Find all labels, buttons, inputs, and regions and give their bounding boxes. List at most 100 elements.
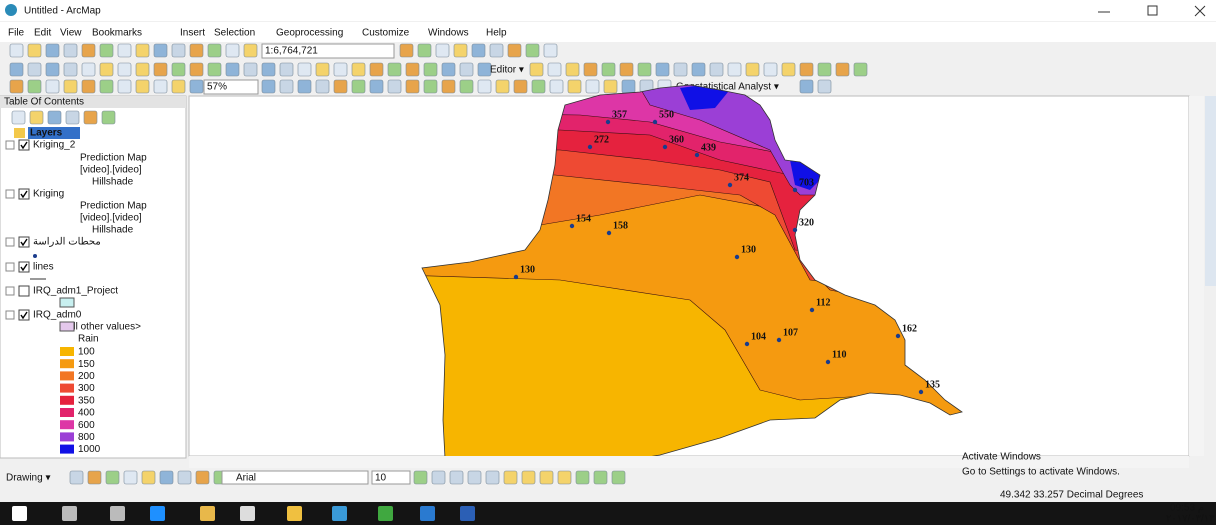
toolbar-button[interactable] (45, 43, 60, 58)
toolbar-button[interactable] (539, 470, 554, 485)
toc-item[interactable]: Rain (78, 334, 99, 345)
taskbar-icon[interactable] (110, 506, 125, 521)
toolbar-button[interactable] (105, 470, 120, 485)
toolbar-button[interactable] (799, 79, 814, 94)
toolbar-button[interactable] (835, 62, 850, 77)
toolbar-button[interactable] (243, 43, 258, 58)
toolbar-button[interactable] (441, 62, 456, 77)
station-point[interactable] (587, 144, 593, 150)
toolbar-button[interactable] (453, 43, 468, 58)
station-point[interactable] (569, 223, 575, 229)
station-point[interactable] (918, 389, 924, 395)
toolbar-button[interactable] (297, 62, 312, 77)
station-point[interactable] (809, 307, 815, 313)
taskbar-icon[interactable] (420, 506, 435, 521)
toolbar-button[interactable] (585, 79, 600, 94)
toolbar-button[interactable] (27, 43, 42, 58)
toc-item[interactable]: Hillshade (92, 177, 134, 188)
toolbar-button[interactable] (467, 470, 482, 485)
station-point[interactable] (792, 227, 798, 233)
toolbar-button[interactable] (261, 79, 276, 94)
taskbar-icon[interactable] (200, 506, 215, 521)
station-point[interactable] (776, 337, 782, 343)
close-button[interactable] (1194, 5, 1206, 17)
toolbar-button[interactable] (621, 79, 636, 94)
station-point[interactable] (652, 119, 658, 125)
station-point[interactable] (734, 254, 740, 260)
toolbar-button[interactable] (189, 62, 204, 77)
layer-checkbox[interactable] (18, 261, 30, 273)
restore-button[interactable] (1147, 5, 1158, 16)
toolbar-button[interactable] (781, 62, 796, 77)
toolbar-button[interactable] (387, 62, 402, 77)
toolbar-button[interactable] (99, 43, 114, 58)
toolbar-button[interactable] (745, 62, 760, 77)
toolbar-button[interactable] (637, 62, 652, 77)
toolbar-button[interactable] (63, 79, 78, 94)
toolbar-button[interactable] (459, 62, 474, 77)
expand-toggle[interactable] (5, 286, 15, 296)
taskbar-icon[interactable] (240, 506, 255, 521)
toolbar-button[interactable] (69, 470, 84, 485)
toolbar-button[interactable] (153, 62, 168, 77)
toolbar-button[interactable] (583, 62, 598, 77)
layer-checkbox[interactable] (18, 236, 30, 248)
toc-item[interactable]: محطات الدراسة (33, 237, 101, 248)
toolbar-button[interactable] (9, 79, 24, 94)
toolbar-button[interactable] (11, 110, 26, 125)
toolbar-button[interactable] (171, 62, 186, 77)
toolbar-button[interactable] (619, 62, 634, 77)
toolbar-button[interactable] (503, 470, 518, 485)
station-point[interactable] (825, 359, 831, 365)
toolbar-button[interactable] (243, 62, 258, 77)
toolbar-button[interactable] (135, 43, 150, 58)
expand-toggle[interactable] (5, 189, 15, 199)
expand-toggle[interactable] (5, 140, 15, 150)
toolbar-button[interactable] (159, 470, 174, 485)
drawing-menu[interactable]: Drawing ▾ (6, 473, 50, 484)
layer-checkbox[interactable] (18, 285, 30, 297)
toolbar-button[interactable] (423, 62, 438, 77)
toolbar-button[interactable] (81, 79, 96, 94)
toolbar-button[interactable] (405, 62, 420, 77)
taskbar-icon[interactable] (12, 506, 27, 521)
toolbar-button[interactable] (171, 79, 186, 94)
station-point[interactable] (727, 182, 733, 188)
toolbar-button[interactable] (521, 470, 536, 485)
zoom-box[interactable] (203, 79, 259, 95)
station-point[interactable] (606, 230, 612, 236)
toolbar-button[interactable] (405, 79, 420, 94)
toolbar-button[interactable] (177, 470, 192, 485)
toolbar-button[interactable] (63, 43, 78, 58)
toolbar-button[interactable] (153, 43, 168, 58)
toolbar-button[interactable] (81, 62, 96, 77)
toolbar-button[interactable] (99, 79, 114, 94)
toolbar-button[interactable] (225, 43, 240, 58)
toolbar-button[interactable] (673, 62, 688, 77)
toolbar-button[interactable] (369, 62, 384, 77)
toolbar-button[interactable] (853, 62, 868, 77)
menu-item[interactable]: File (8, 28, 25, 39)
toolbar-button[interactable] (207, 62, 222, 77)
toolbar-button[interactable] (817, 79, 832, 94)
toc-item[interactable]: Prediction Map (80, 153, 147, 164)
toolbar-button[interactable] (727, 62, 742, 77)
toolbar-button[interactable] (507, 43, 522, 58)
toolbar-button[interactable] (449, 470, 464, 485)
toolbar-button[interactable] (477, 79, 492, 94)
toolbar-button[interactable] (611, 470, 626, 485)
toolbar-button[interactable] (279, 62, 294, 77)
toolbar-button[interactable] (575, 470, 590, 485)
toolbar-button[interactable] (413, 470, 428, 485)
toolbar-button[interactable] (65, 110, 80, 125)
toolbar-button[interactable] (557, 470, 572, 485)
toolbar-button[interactable] (593, 470, 608, 485)
menu-item[interactable]: Customize (362, 28, 410, 39)
toc-item[interactable]: IRQ_adm1_Project (33, 286, 118, 297)
toolbar-button[interactable] (441, 79, 456, 94)
toolbar-button[interactable] (417, 43, 432, 58)
toolbar-button[interactable] (45, 79, 60, 94)
toolbar-button[interactable] (525, 43, 540, 58)
toolbar-button[interactable] (431, 470, 446, 485)
toolbar-button[interactable] (387, 79, 402, 94)
